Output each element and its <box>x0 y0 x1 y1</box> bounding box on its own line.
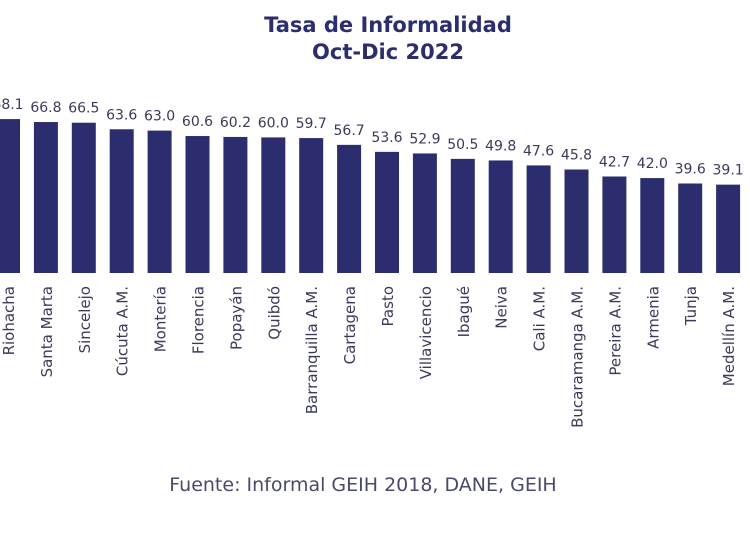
value-label: 47.6 <box>523 143 554 159</box>
category-label: Barranquilla A.M. <box>303 286 321 414</box>
bar-cartagena <box>337 144 362 273</box>
value-label: 56.7 <box>334 123 365 139</box>
value-label: 60.0 <box>258 115 289 131</box>
category-label: Cúcuta A.M. <box>114 286 132 376</box>
bar-villavicencio <box>412 153 437 273</box>
value-label: 63.6 <box>106 107 137 123</box>
value-label: 52.9 <box>409 131 440 147</box>
category-label: Sincelejo <box>76 286 94 353</box>
value-label: 42.0 <box>637 156 668 172</box>
bar-tunja <box>678 183 703 273</box>
bar-riohacha <box>0 119 20 274</box>
category-label: Montería <box>152 286 170 352</box>
bar-bucaramanga-a-m- <box>564 169 589 273</box>
value-label: 60.6 <box>182 114 213 130</box>
category-label: Quibdó <box>265 286 283 340</box>
category-label: Santa Marta <box>38 286 56 377</box>
bar-armenia <box>640 178 665 273</box>
bar-sincelejo <box>71 122 96 274</box>
value-label: 50.5 <box>447 137 478 153</box>
category-label: Riohacha <box>0 286 18 355</box>
bar-chart: 68.1 Riohacha 66.8 Santa Marta 66.5 Sincelejo… <box>0 97 744 428</box>
bar-santa-marta <box>33 122 58 273</box>
category-label: Florencia <box>190 286 208 354</box>
category-label: Tunja <box>682 286 700 326</box>
bar-neiva <box>488 160 513 273</box>
bar-barranquilla-a-m- <box>299 138 324 273</box>
category-label: Ibagué <box>455 286 473 337</box>
bar-pereira-a-m- <box>602 176 627 273</box>
category-label: Bucaramanga A.M. <box>569 286 587 428</box>
bar-popayán <box>223 136 248 273</box>
category-label: Armenia <box>644 286 662 349</box>
bar-pasto <box>375 151 399 273</box>
source-note: Fuente: Informal GEIH 2018, DANE, GEIH <box>169 474 557 496</box>
category-label: Popayán <box>227 286 245 350</box>
category-label: Pereira A.M. <box>606 286 624 376</box>
chart-subtitle: Oct-Dic 2022 <box>312 40 464 64</box>
bar-florencia <box>185 136 210 273</box>
category-label: Villavicencio <box>417 286 435 379</box>
value-label: 42.7 <box>599 154 630 170</box>
bar-montería <box>147 130 172 273</box>
value-label: 68.1 <box>0 97 24 113</box>
bar-medellín-a-m- <box>716 184 741 273</box>
value-label: 59.7 <box>296 116 327 132</box>
value-label: 53.6 <box>371 130 402 146</box>
bar-cúcuta-a-m- <box>109 129 134 273</box>
value-label: 49.8 <box>485 138 516 154</box>
value-label: 60.2 <box>220 115 251 131</box>
value-label: 39.6 <box>675 162 706 178</box>
value-label: 45.8 <box>561 147 592 163</box>
category-label: Medellín A.M. <box>720 286 738 386</box>
value-label: 39.1 <box>713 163 744 179</box>
category-label: Cartagena <box>341 286 359 364</box>
category-label: Pasto <box>379 286 397 326</box>
bar-cali-a-m- <box>526 165 551 273</box>
value-label: 63.0 <box>144 109 175 125</box>
value-label: 66.5 <box>68 101 99 117</box>
category-label: Neiva <box>493 286 511 329</box>
category-label: Cali A.M. <box>531 286 549 351</box>
chart-title: Tasa de Informalidad <box>264 13 512 37</box>
value-label: 66.8 <box>30 100 61 116</box>
bar-quibdó <box>261 137 286 273</box>
bar-ibagué <box>450 158 475 273</box>
